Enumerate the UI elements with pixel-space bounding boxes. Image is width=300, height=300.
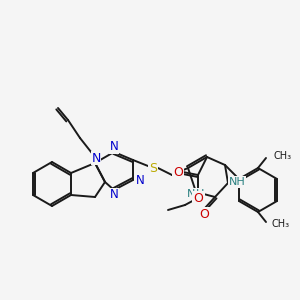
- Text: H: H: [196, 189, 204, 199]
- Text: N: N: [110, 140, 118, 154]
- Text: NH: NH: [229, 177, 245, 187]
- Text: N: N: [91, 152, 101, 164]
- Text: S: S: [149, 161, 157, 175]
- Text: N: N: [187, 189, 195, 199]
- Text: O: O: [173, 166, 183, 178]
- Text: O: O: [193, 191, 203, 205]
- Text: CH₃: CH₃: [272, 219, 290, 229]
- Text: N: N: [136, 173, 144, 187]
- Text: N: N: [110, 188, 118, 202]
- Text: CH₃: CH₃: [274, 151, 292, 161]
- Text: O: O: [199, 208, 209, 220]
